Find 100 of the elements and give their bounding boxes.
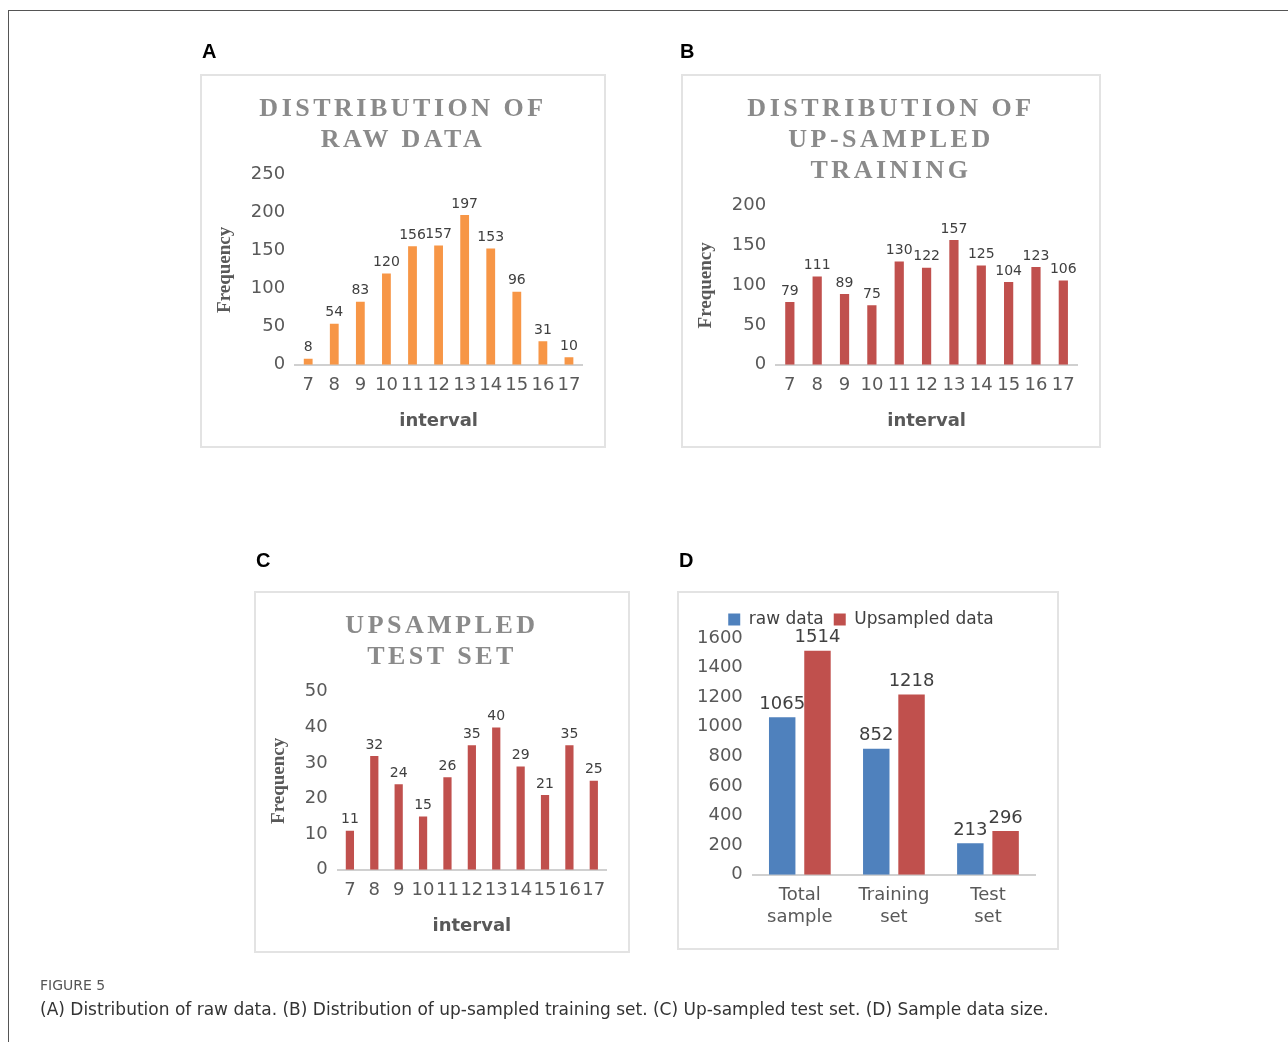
data-label: 120 xyxy=(373,253,400,270)
y-tick-label: 0 xyxy=(273,352,286,374)
data-label: 104 xyxy=(995,261,1023,278)
x-tick-label: 7 xyxy=(784,373,796,395)
x-tick-label: 14 xyxy=(509,878,533,900)
data-label: 8 xyxy=(303,338,313,355)
y-tick-label: 50 xyxy=(743,312,767,334)
x-tick-label: Training set xyxy=(857,883,930,926)
y-tick-label: 200 xyxy=(708,832,743,854)
y-tick-label: 1600 xyxy=(697,625,743,647)
bar xyxy=(589,780,598,870)
y-tick-label: 800 xyxy=(708,744,743,766)
x-tick-label: Test set xyxy=(969,883,1006,926)
x-tick-label: 15 xyxy=(505,373,529,395)
data-label: 79 xyxy=(780,281,799,298)
y-tick-label: 150 xyxy=(250,238,286,260)
x-tick-label: 17 xyxy=(582,878,606,900)
data-label: 11 xyxy=(340,810,359,827)
x-tick-label: 17 xyxy=(557,373,581,395)
x-tick-label: 11 xyxy=(887,373,911,395)
y-axis-title: Frequency xyxy=(694,241,716,329)
x-tick-label: 9 xyxy=(838,373,851,395)
y-tick-label: 400 xyxy=(708,803,743,825)
bar xyxy=(355,301,365,365)
x-tick-label: 13 xyxy=(484,878,508,900)
x-tick-label: 10 xyxy=(374,373,398,395)
x-tick-label: 7 xyxy=(302,373,314,395)
bar xyxy=(418,816,428,870)
x-tick-label: 8 xyxy=(811,373,823,395)
legend-label: raw data xyxy=(748,607,824,628)
bar xyxy=(345,830,355,870)
bar xyxy=(785,302,795,365)
data-label: 75 xyxy=(862,284,881,301)
y-tick-label: 1000 xyxy=(697,714,743,736)
text: D xyxy=(679,549,694,572)
data-label: 296 xyxy=(988,805,1023,827)
x-tick-label: Total sample xyxy=(767,883,833,926)
data-label: 125 xyxy=(967,245,995,262)
y-axis-title: Frequency xyxy=(267,737,289,824)
x-tick-label: 9 xyxy=(392,878,405,900)
bar xyxy=(516,766,525,870)
data-label: 10 xyxy=(560,336,578,353)
data-label: 35 xyxy=(462,724,481,741)
x-tick-label: 8 xyxy=(368,878,381,900)
y-tick-label: 0 xyxy=(754,352,767,374)
bar xyxy=(486,248,496,365)
data-label: 1514 xyxy=(794,625,841,647)
data-label: 156 xyxy=(399,225,426,242)
legend-label: Upsampled data xyxy=(854,607,994,628)
y-tick-label: 100 xyxy=(731,272,767,294)
bar xyxy=(492,727,501,870)
y-tick-label: 0 xyxy=(316,857,328,879)
x-tick-label: 12 xyxy=(427,373,451,395)
chart-title: DISTRIBUTION OF UP-SAMPLED TRAINING xyxy=(746,92,1036,185)
bar xyxy=(467,745,476,870)
x-tick-label: 12 xyxy=(460,878,484,900)
chart-title: UPSAMPLED TEST SET xyxy=(344,609,540,671)
y-tick-label: 250 xyxy=(250,162,286,184)
data-label: 130 xyxy=(885,241,913,258)
data-label: 54 xyxy=(325,303,344,320)
y-tick-label: 200 xyxy=(250,200,286,222)
data-label: 157 xyxy=(425,225,452,242)
chart-title: DISTRIBUTION OF RAW DATA xyxy=(258,92,548,154)
y-tick-label: 150 xyxy=(731,233,767,255)
bar xyxy=(565,745,574,870)
data-label: 96 xyxy=(507,271,526,288)
bar xyxy=(1031,267,1041,365)
bar xyxy=(370,755,379,870)
bar xyxy=(443,777,452,870)
bar xyxy=(538,341,548,365)
y-tick-label: 200 xyxy=(731,193,767,215)
data-label: 1218 xyxy=(888,669,935,691)
bar xyxy=(768,717,796,875)
data-label: 21 xyxy=(536,774,554,791)
x-tick-label: 8 xyxy=(328,373,340,395)
x-tick-label: 14 xyxy=(969,373,993,395)
x-tick-label: 15 xyxy=(533,878,557,900)
y-tick-label: 1200 xyxy=(697,684,743,706)
data-label: 35 xyxy=(560,724,579,741)
bar xyxy=(394,784,403,870)
bar xyxy=(949,239,959,365)
text: B xyxy=(680,40,695,63)
data-label: 197 xyxy=(451,194,479,211)
data-label: 106 xyxy=(1049,260,1077,277)
x-tick-label: 10 xyxy=(860,373,884,395)
y-tick-label: 0 xyxy=(731,862,743,884)
bar xyxy=(512,291,522,365)
bar xyxy=(898,694,925,875)
bar xyxy=(957,843,984,875)
data-label: 111 xyxy=(803,256,831,273)
data-label: 153 xyxy=(477,228,505,245)
bar xyxy=(992,830,1019,875)
y-tick-label: 50 xyxy=(304,679,328,701)
x-axis-title: interval xyxy=(887,408,966,430)
bar xyxy=(434,245,443,365)
data-label: 40 xyxy=(487,707,506,724)
bar xyxy=(460,215,470,365)
x-axis-title: interval xyxy=(432,913,512,935)
x-tick-label: 15 xyxy=(997,373,1021,395)
bar xyxy=(921,267,932,365)
